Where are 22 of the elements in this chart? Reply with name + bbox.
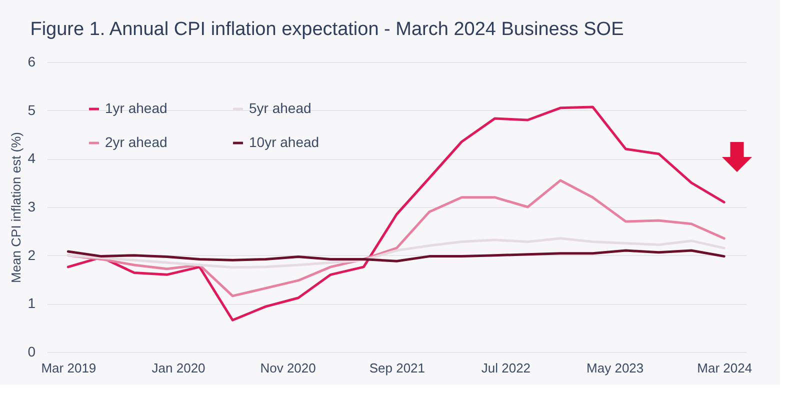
x-tick-label: Nov 2020 xyxy=(260,360,316,376)
chart-title: Figure 1. Annual CPI inflation expectation - March 2024 Business SOE xyxy=(30,19,624,40)
x-tick-label: May 2023 xyxy=(586,360,644,376)
y-tick-label: 2 xyxy=(28,246,36,263)
x-tick-label: Mar 2024 xyxy=(697,360,752,376)
line-series xyxy=(66,249,726,262)
y-tick-label: 3 xyxy=(28,198,36,214)
x-tick-label: Sep 2021 xyxy=(369,360,426,376)
y-tick-label: 1 xyxy=(28,295,36,312)
x-tick-label: Mar 2019 xyxy=(41,360,96,376)
y-tick-label: 4 xyxy=(28,150,36,166)
y-tick-label: 5 xyxy=(28,102,36,118)
legend-label: 2yr ahead xyxy=(105,134,168,150)
x-tick-label: Jul 2022 xyxy=(481,360,531,376)
line-series xyxy=(66,179,726,298)
y-axis-title: Mean CPI inflation est (%) xyxy=(8,132,24,284)
legend-label: 1yr ahead xyxy=(105,100,168,116)
x-tick-label: Jan 2020 xyxy=(152,360,206,376)
y-tick-label: 0 xyxy=(28,344,36,360)
legend-label: 5yr ahead xyxy=(249,100,312,116)
legend-label: 10yr ahead xyxy=(249,134,320,150)
y-tick-label: 6 xyxy=(28,54,36,70)
